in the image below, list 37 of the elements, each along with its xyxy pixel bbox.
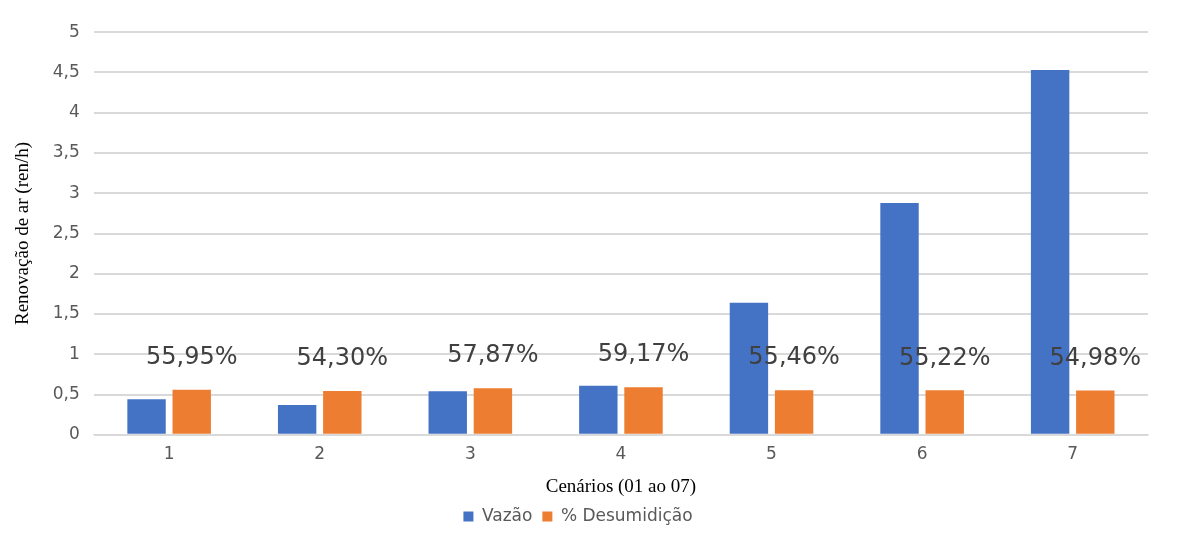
bar [925, 390, 964, 434]
y-tick-label: 1,5 [52, 302, 80, 323]
legend-label: % Desumidição [560, 504, 693, 525]
bar [624, 387, 663, 434]
data-label: 59,17% [597, 339, 690, 368]
bar [172, 389, 211, 434]
y-tick-label: 4,5 [52, 60, 80, 81]
bar [127, 399, 166, 434]
bar [774, 390, 814, 434]
x-tick-label: 2 [314, 443, 326, 464]
y-tick-label: 1 [69, 342, 80, 363]
x-tick-label: 7 [1067, 443, 1079, 464]
y-tick-label: 0,5 [52, 382, 80, 403]
y-tick-label: 3 [69, 181, 80, 202]
bar [277, 405, 317, 434]
x-tick-label: 6 [916, 443, 928, 464]
y-tick-label: 0 [69, 423, 80, 444]
y-tick-label: 2 [69, 262, 80, 283]
bar [323, 391, 362, 434]
x-tick-label: 5 [766, 443, 777, 464]
bar [579, 385, 618, 434]
legend-label: Vazão [481, 504, 533, 525]
y-tick-label: 4 [69, 101, 80, 122]
y-tick-label: 2,5 [52, 221, 80, 242]
y-tick-label: 3,5 [52, 141, 80, 162]
x-tick-label: 1 [163, 443, 175, 464]
bar [428, 391, 467, 434]
y-tick-label: 5 [69, 20, 80, 41]
bar [1076, 390, 1115, 434]
data-label: 55,95% [145, 341, 238, 370]
data-label: 54,30% [296, 343, 389, 372]
bar [473, 388, 513, 434]
x-tick-label: 3 [464, 443, 476, 464]
y-axis-title: Renovação de ar (ren/h) [11, 141, 34, 326]
x-tick-label: 4 [615, 443, 627, 464]
x-axis-title: Cenários (01 ao 07) [545, 474, 697, 497]
data-label: 57,87% [447, 340, 539, 369]
